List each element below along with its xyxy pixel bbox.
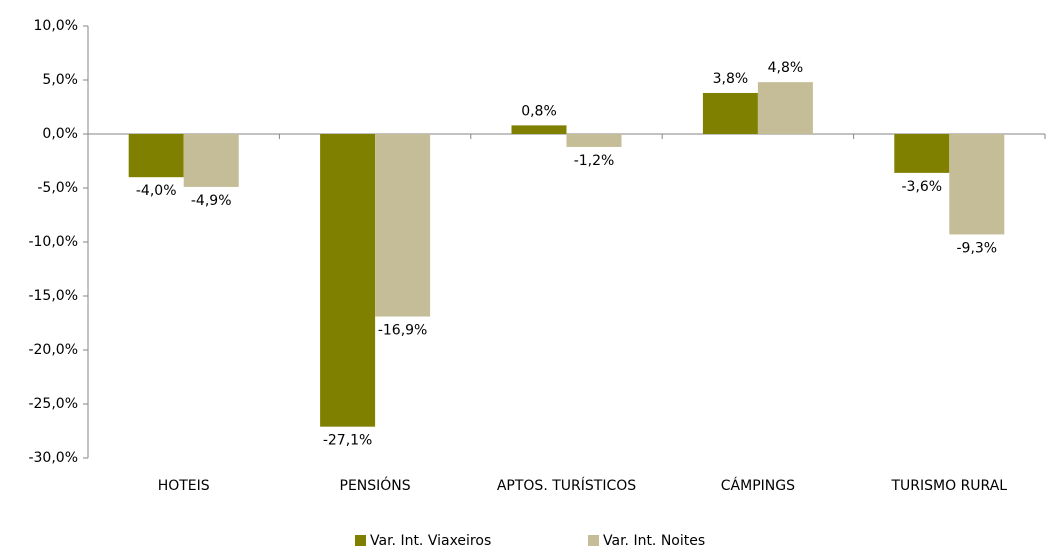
legend-label: Var. Int. Viaxeiros	[370, 533, 491, 549]
legend-swatch	[588, 535, 599, 546]
bar	[375, 134, 431, 317]
y-tick-label: 10,0%	[34, 18, 78, 34]
y-tick-label: 5,0%	[42, 72, 78, 88]
y-tick-label: -25,0%	[28, 396, 78, 412]
bar	[511, 125, 567, 134]
bar	[894, 134, 950, 173]
bar	[320, 134, 376, 427]
x-tick-label: TURISMO RURAL	[890, 478, 1007, 494]
x-tick-label: HOTEIS	[158, 478, 210, 494]
bar	[183, 134, 239, 187]
bar	[949, 134, 1005, 235]
y-tick-label: -30,0%	[28, 450, 78, 466]
bar	[128, 134, 184, 178]
value-label: 0,8%	[521, 103, 557, 119]
value-label: -4,9%	[191, 193, 232, 209]
value-label: -9,3%	[956, 240, 997, 256]
value-label: 3,8%	[713, 71, 749, 87]
x-tick-label: PENSIÓNS	[340, 476, 411, 494]
x-tick-label: CÁMPINGS	[721, 477, 795, 494]
y-tick-label: -15,0%	[28, 288, 78, 304]
value-label: -27,1%	[323, 433, 373, 449]
bar	[566, 134, 622, 147]
value-label: 4,8%	[768, 60, 804, 76]
legend-swatch	[355, 535, 366, 546]
value-label: -16,9%	[378, 323, 428, 339]
legend-label: Var. Int. Noites	[603, 533, 705, 549]
y-tick-label: -20,0%	[28, 342, 78, 358]
value-label: -3,6%	[901, 179, 942, 195]
bar	[702, 92, 758, 134]
y-tick-label: -5,0%	[37, 180, 78, 196]
value-label: -1,2%	[574, 153, 615, 169]
y-tick-label: -10,0%	[28, 234, 78, 250]
bar	[757, 82, 813, 134]
y-tick-label: 0,0%	[42, 126, 78, 142]
value-label: -4,0%	[136, 183, 177, 199]
x-tick-label: APTOS. TURÍSTICOS	[497, 477, 636, 494]
